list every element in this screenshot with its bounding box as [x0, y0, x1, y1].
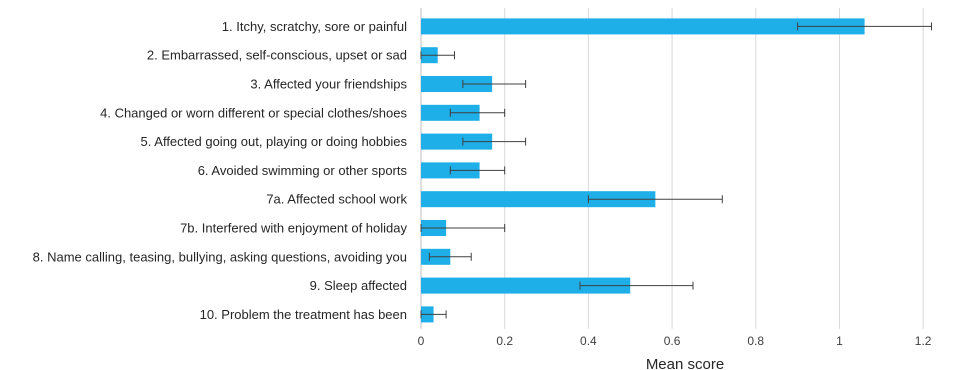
- category-labels: 1. Itchy, scratchy, sore or painful 2. Em…: [33, 19, 408, 322]
- error-bar: [462, 137, 527, 146]
- x-tick-label: 0.2: [496, 334, 513, 348]
- category-label: 7b. Interfered with enjoyment of holiday: [180, 221, 407, 236]
- category-label: 9. Sleep affected: [310, 278, 407, 293]
- error-bar: [462, 80, 527, 88]
- error-bar: [420, 51, 455, 60]
- x-axis-title: Mean score: [646, 356, 724, 370]
- bar: [421, 18, 865, 35]
- error-bar: [449, 166, 506, 175]
- x-tick-label: 0: [418, 334, 425, 348]
- x-tick-labels: 0 0.2 0.4 0.6 0.8 1 1.2: [418, 334, 932, 348]
- category-label: 4. Changed or worn different or special …: [100, 105, 407, 120]
- bar: [421, 76, 493, 92]
- error-bar: [579, 281, 694, 290]
- error-bar: [420, 310, 447, 319]
- x-tick-label: 0.4: [580, 334, 597, 348]
- x-tick-label: 0.6: [664, 334, 681, 348]
- category-label: 5. Affected going out, playing or doing …: [141, 134, 408, 149]
- x-tick-label: 1.2: [915, 334, 932, 348]
- error-bar: [428, 252, 472, 261]
- x-tick-label: 1: [836, 334, 843, 348]
- category-label: 7a. Affected school work: [266, 192, 407, 207]
- error-bar: [449, 108, 506, 117]
- bar: [421, 133, 493, 150]
- error-bar: [797, 22, 933, 31]
- x-tick-label: 0.8: [747, 334, 764, 348]
- category-label: 3. Affected your friendships: [250, 77, 407, 92]
- bar: [421, 191, 656, 208]
- error-bar: [420, 224, 506, 232]
- category-label: 10. Problem the treatment has been: [200, 307, 407, 322]
- category-label: 8. Name calling, teasing, bullying, aski…: [33, 249, 407, 264]
- error-bars: [420, 22, 933, 319]
- category-label: 1. Itchy, scratchy, sore or painful: [222, 19, 407, 34]
- category-label: 2. Embarrassed, self-conscious, upset or…: [147, 48, 407, 63]
- bar: [421, 277, 631, 294]
- error-bar: [587, 195, 723, 204]
- bars: [421, 18, 865, 323]
- category-label: 6. Avoided swimming or other sports: [198, 163, 408, 178]
